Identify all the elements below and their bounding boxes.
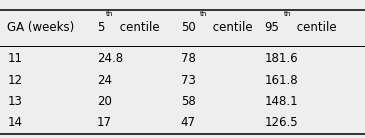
Text: centile: centile (210, 21, 253, 34)
Text: 95: 95 (265, 21, 280, 34)
Text: 73: 73 (181, 74, 196, 87)
Text: 126.5: 126.5 (265, 116, 298, 129)
Text: 5: 5 (97, 21, 104, 34)
Text: 24: 24 (97, 74, 112, 87)
Text: GA (weeks): GA (weeks) (7, 21, 74, 34)
Text: 12: 12 (7, 74, 22, 87)
Text: 11: 11 (7, 52, 22, 65)
Text: 13: 13 (7, 95, 22, 108)
Text: centile: centile (293, 21, 337, 34)
Text: 17: 17 (97, 116, 112, 129)
Text: th: th (284, 11, 291, 17)
Text: 24.8: 24.8 (97, 52, 123, 65)
Text: centile: centile (116, 21, 160, 34)
Text: 14: 14 (7, 116, 22, 129)
Text: 47: 47 (181, 116, 196, 129)
Text: th: th (200, 11, 207, 17)
Text: 181.6: 181.6 (265, 52, 298, 65)
Text: th: th (106, 11, 114, 17)
Text: 148.1: 148.1 (265, 95, 298, 108)
Text: 58: 58 (181, 95, 195, 108)
Text: 78: 78 (181, 52, 196, 65)
Text: 161.8: 161.8 (265, 74, 298, 87)
Text: 50: 50 (181, 21, 195, 34)
Text: 20: 20 (97, 95, 112, 108)
